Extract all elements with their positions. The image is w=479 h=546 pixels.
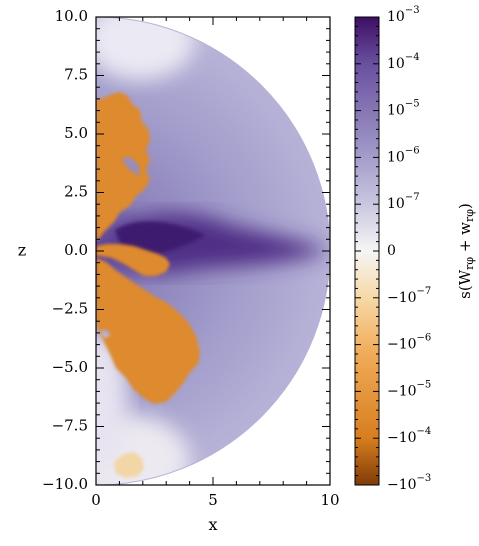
y-axis-label: z <box>18 241 26 260</box>
colorbar-title-base: s(W <box>456 269 474 299</box>
colorbar-title-sub2: rφ <box>463 209 476 222</box>
colorbar-tick-labels: 10−3 10−4 10−5 10−6 10−7 0 −10−7 −10−6 −10−5 −10−… <box>387 5 431 494</box>
axis-ticks <box>95 16 331 486</box>
pole-pale-top <box>96 17 195 80</box>
colorbar-ticks <box>355 16 379 486</box>
colorbar-tick-label: 10−3 <box>387 5 420 26</box>
colorbar-tick-label: 10−4 <box>387 51 420 72</box>
negative-lobe-upper <box>96 92 150 240</box>
colorbar-title-sub1: rφ <box>463 257 476 270</box>
pale-left-band <box>96 330 128 470</box>
negative-lobe-lower <box>96 258 200 404</box>
negative-blob-bottom <box>114 452 144 478</box>
y-tick-label: −7.5 <box>52 417 88 435</box>
axis-tick-labels: 0 5 10 10.0 7.5 5.0 2.5 0.0 −2.5 −5.0 −7.5 −10.0 <box>42 7 340 509</box>
colorbar-tick-label: 0 <box>387 243 396 259</box>
colorbar-tick-label: 10−7 <box>387 192 420 213</box>
colorbar-title: s(Wrφ + wrφ) <box>456 203 476 299</box>
y-tick-label: −2.5 <box>52 300 88 318</box>
y-tick-label: 2.5 <box>64 183 88 201</box>
x-tick-label: 5 <box>208 491 218 509</box>
colorbar-tick-label: −10−3 <box>387 473 431 494</box>
x-tick-label: 10 <box>320 491 339 509</box>
colorbar-tick-label: 10−6 <box>387 145 420 166</box>
heatmap-field <box>96 17 330 485</box>
y-tick-label: −5.0 <box>52 358 88 376</box>
colorbar-tick-label: −10−5 <box>387 379 431 400</box>
y-tick-label: 5.0 <box>64 124 88 142</box>
y-tick-label: 0.0 <box>64 241 88 259</box>
colorbar-tick-label: −10−6 <box>387 332 431 353</box>
colorbar-tick-label: −10−7 <box>387 285 431 306</box>
colorbar-tick-label: −10−4 <box>387 426 431 447</box>
y-tick-label: 10.0 <box>55 7 88 25</box>
colorbar-tick-label: 10−5 <box>387 98 420 119</box>
x-tick-label: 0 <box>91 491 101 509</box>
y-tick-label: 7.5 <box>64 66 88 84</box>
colorbar-title-mid: + w <box>456 222 474 257</box>
x-axis-label: x <box>208 515 217 534</box>
y-tick-label: −10.0 <box>42 475 88 493</box>
negative-lobe-equatorial <box>96 244 170 276</box>
positive-core-inner <box>115 221 205 256</box>
colorbar-title-end: ) <box>456 203 474 209</box>
